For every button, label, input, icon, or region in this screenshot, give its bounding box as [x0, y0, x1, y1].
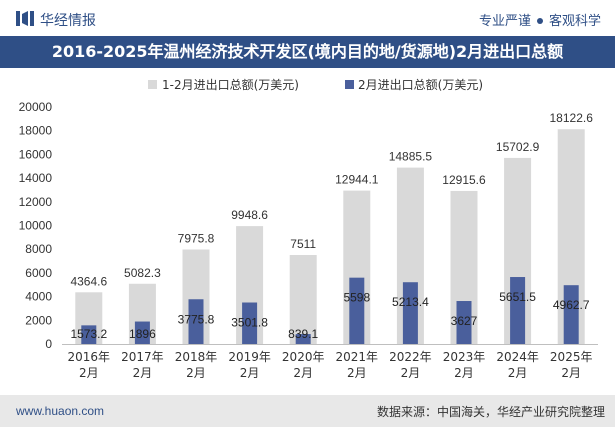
- data-label-feb: 3627: [451, 314, 478, 328]
- slogan-dot-icon: [536, 18, 543, 24]
- bar-feb: [402, 282, 418, 344]
- data-label-total: 5082.3: [124, 266, 161, 280]
- data-label-feb: 5651.5: [499, 290, 536, 304]
- bar-feb: [456, 301, 472, 344]
- x-tick-label: 2019年 2月: [228, 350, 271, 380]
- y-tick-label: 6000: [25, 266, 52, 280]
- y-tick-label: 2000: [25, 313, 52, 327]
- chart-title: 2016-2025年温州经济技术开发区(境内目的地/货源地)2月进出口总额: [51, 42, 564, 61]
- brand-name: 华经情报: [40, 13, 96, 29]
- bar-feb: [188, 299, 204, 344]
- data-label-total: 4364.6: [70, 274, 107, 288]
- chart-legend: 1-2月进出口总额(万美元) 2月进出口总额(万美元): [148, 78, 483, 92]
- x-tick-label: 2024年 2月: [496, 350, 539, 380]
- legend-label-feb: 2月进出口总额(万美元): [358, 78, 483, 92]
- legend-swatch-total: [148, 80, 157, 89]
- y-tick-label: 10000: [19, 219, 53, 233]
- x-axis: 2016年 2月 2017年 2月 2018年 2月 2019年 2月 2020年 2月 2021年…: [62, 344, 598, 380]
- slogan-left: 专业严谨: [478, 14, 531, 29]
- footer-url: www.huaon.com: [16, 404, 105, 418]
- y-tick-label: 16000: [19, 147, 53, 161]
- title-bar: 2016-2025年温州经济技术开发区(境内目的地/货源地)2月进出口总额: [0, 36, 615, 68]
- y-tick-label: 18000: [19, 124, 53, 138]
- y-tick-label: 20000: [19, 100, 53, 114]
- y-tick-label: 0: [45, 337, 52, 351]
- x-tick-label: 2017年 2月: [121, 350, 164, 380]
- x-tick-label: 2018年 2月: [175, 350, 218, 380]
- x-tick-label: 2022年 2月: [389, 350, 432, 380]
- data-label-feb: 5213.4: [392, 295, 429, 309]
- bar-feb: [242, 302, 258, 344]
- slogan-right: 客观科学: [548, 14, 601, 29]
- data-label-feb: 5598: [343, 291, 370, 305]
- footer-source: 数据来源：中国海关，华经产业研究院整理: [376, 405, 605, 419]
- bar-total: [289, 254, 317, 344]
- y-tick-label: 4000: [25, 290, 52, 304]
- brand-bar: 华经情报 专业严谨 客观科学: [0, 0, 615, 36]
- data-label-total: 7511: [290, 237, 316, 251]
- data-label-feb: 1573.2: [70, 327, 107, 341]
- data-label-feb: 839.1: [288, 327, 318, 341]
- x-tick-label: 2023年 2月: [443, 350, 486, 380]
- data-label-total: 12915.6: [442, 173, 486, 187]
- bar-feb: [134, 321, 150, 344]
- x-tick-label: 2025年 2月: [550, 350, 593, 380]
- y-axis: 0 2000 4000 6000 8000 10000 12000 14000 16000 180…: [19, 100, 53, 351]
- bar-chart: 1-2月进出口总额(万美元) 2月进出口总额(万美元) 0 2000 4000 6000…: [19, 78, 598, 380]
- huajing-logo-icon: [16, 11, 34, 26]
- data-label-feb: 1896: [129, 327, 156, 341]
- x-tick-label: 2020年 2月: [282, 350, 325, 380]
- data-label-total: 14885.5: [389, 150, 433, 164]
- data-label-total: 7975.8: [178, 231, 215, 245]
- y-tick-label: 8000: [25, 242, 52, 256]
- data-label-total: 9948.6: [231, 208, 268, 222]
- bar-feb: [349, 277, 365, 344]
- data-label-total: 18122.6: [550, 111, 594, 125]
- footer-bar: www.huaon.com 数据来源：中国海关，华经产业研究院整理: [0, 395, 615, 427]
- y-tick-label: 12000: [19, 195, 53, 209]
- bar-feb: [510, 277, 526, 344]
- data-label-feb: 3501.8: [231, 316, 268, 330]
- data-label-feb: 3775.8: [178, 312, 215, 326]
- legend-swatch-feb: [345, 80, 354, 89]
- data-labels: 4364.6 1573.2 5082.3 1896 7975.8 3775.8 9948.6…: [70, 111, 593, 341]
- bar-feb: [295, 334, 311, 344]
- x-tick-label: 2016年 2月: [68, 350, 111, 380]
- bar-feb: [81, 325, 97, 344]
- data-label-feb: 4962.7: [553, 298, 590, 312]
- data-label-total: 12944.1: [335, 173, 379, 187]
- data-label-total: 15702.9: [496, 140, 540, 154]
- y-tick-label: 14000: [19, 171, 53, 185]
- brand-slogan: 专业严谨 客观科学: [479, 10, 601, 29]
- legend-label-total: 1-2月进出口总额(万美元): [162, 78, 299, 92]
- bars: [75, 129, 585, 344]
- bar-feb: [563, 285, 579, 344]
- x-tick-label: 2021年 2月: [336, 350, 379, 380]
